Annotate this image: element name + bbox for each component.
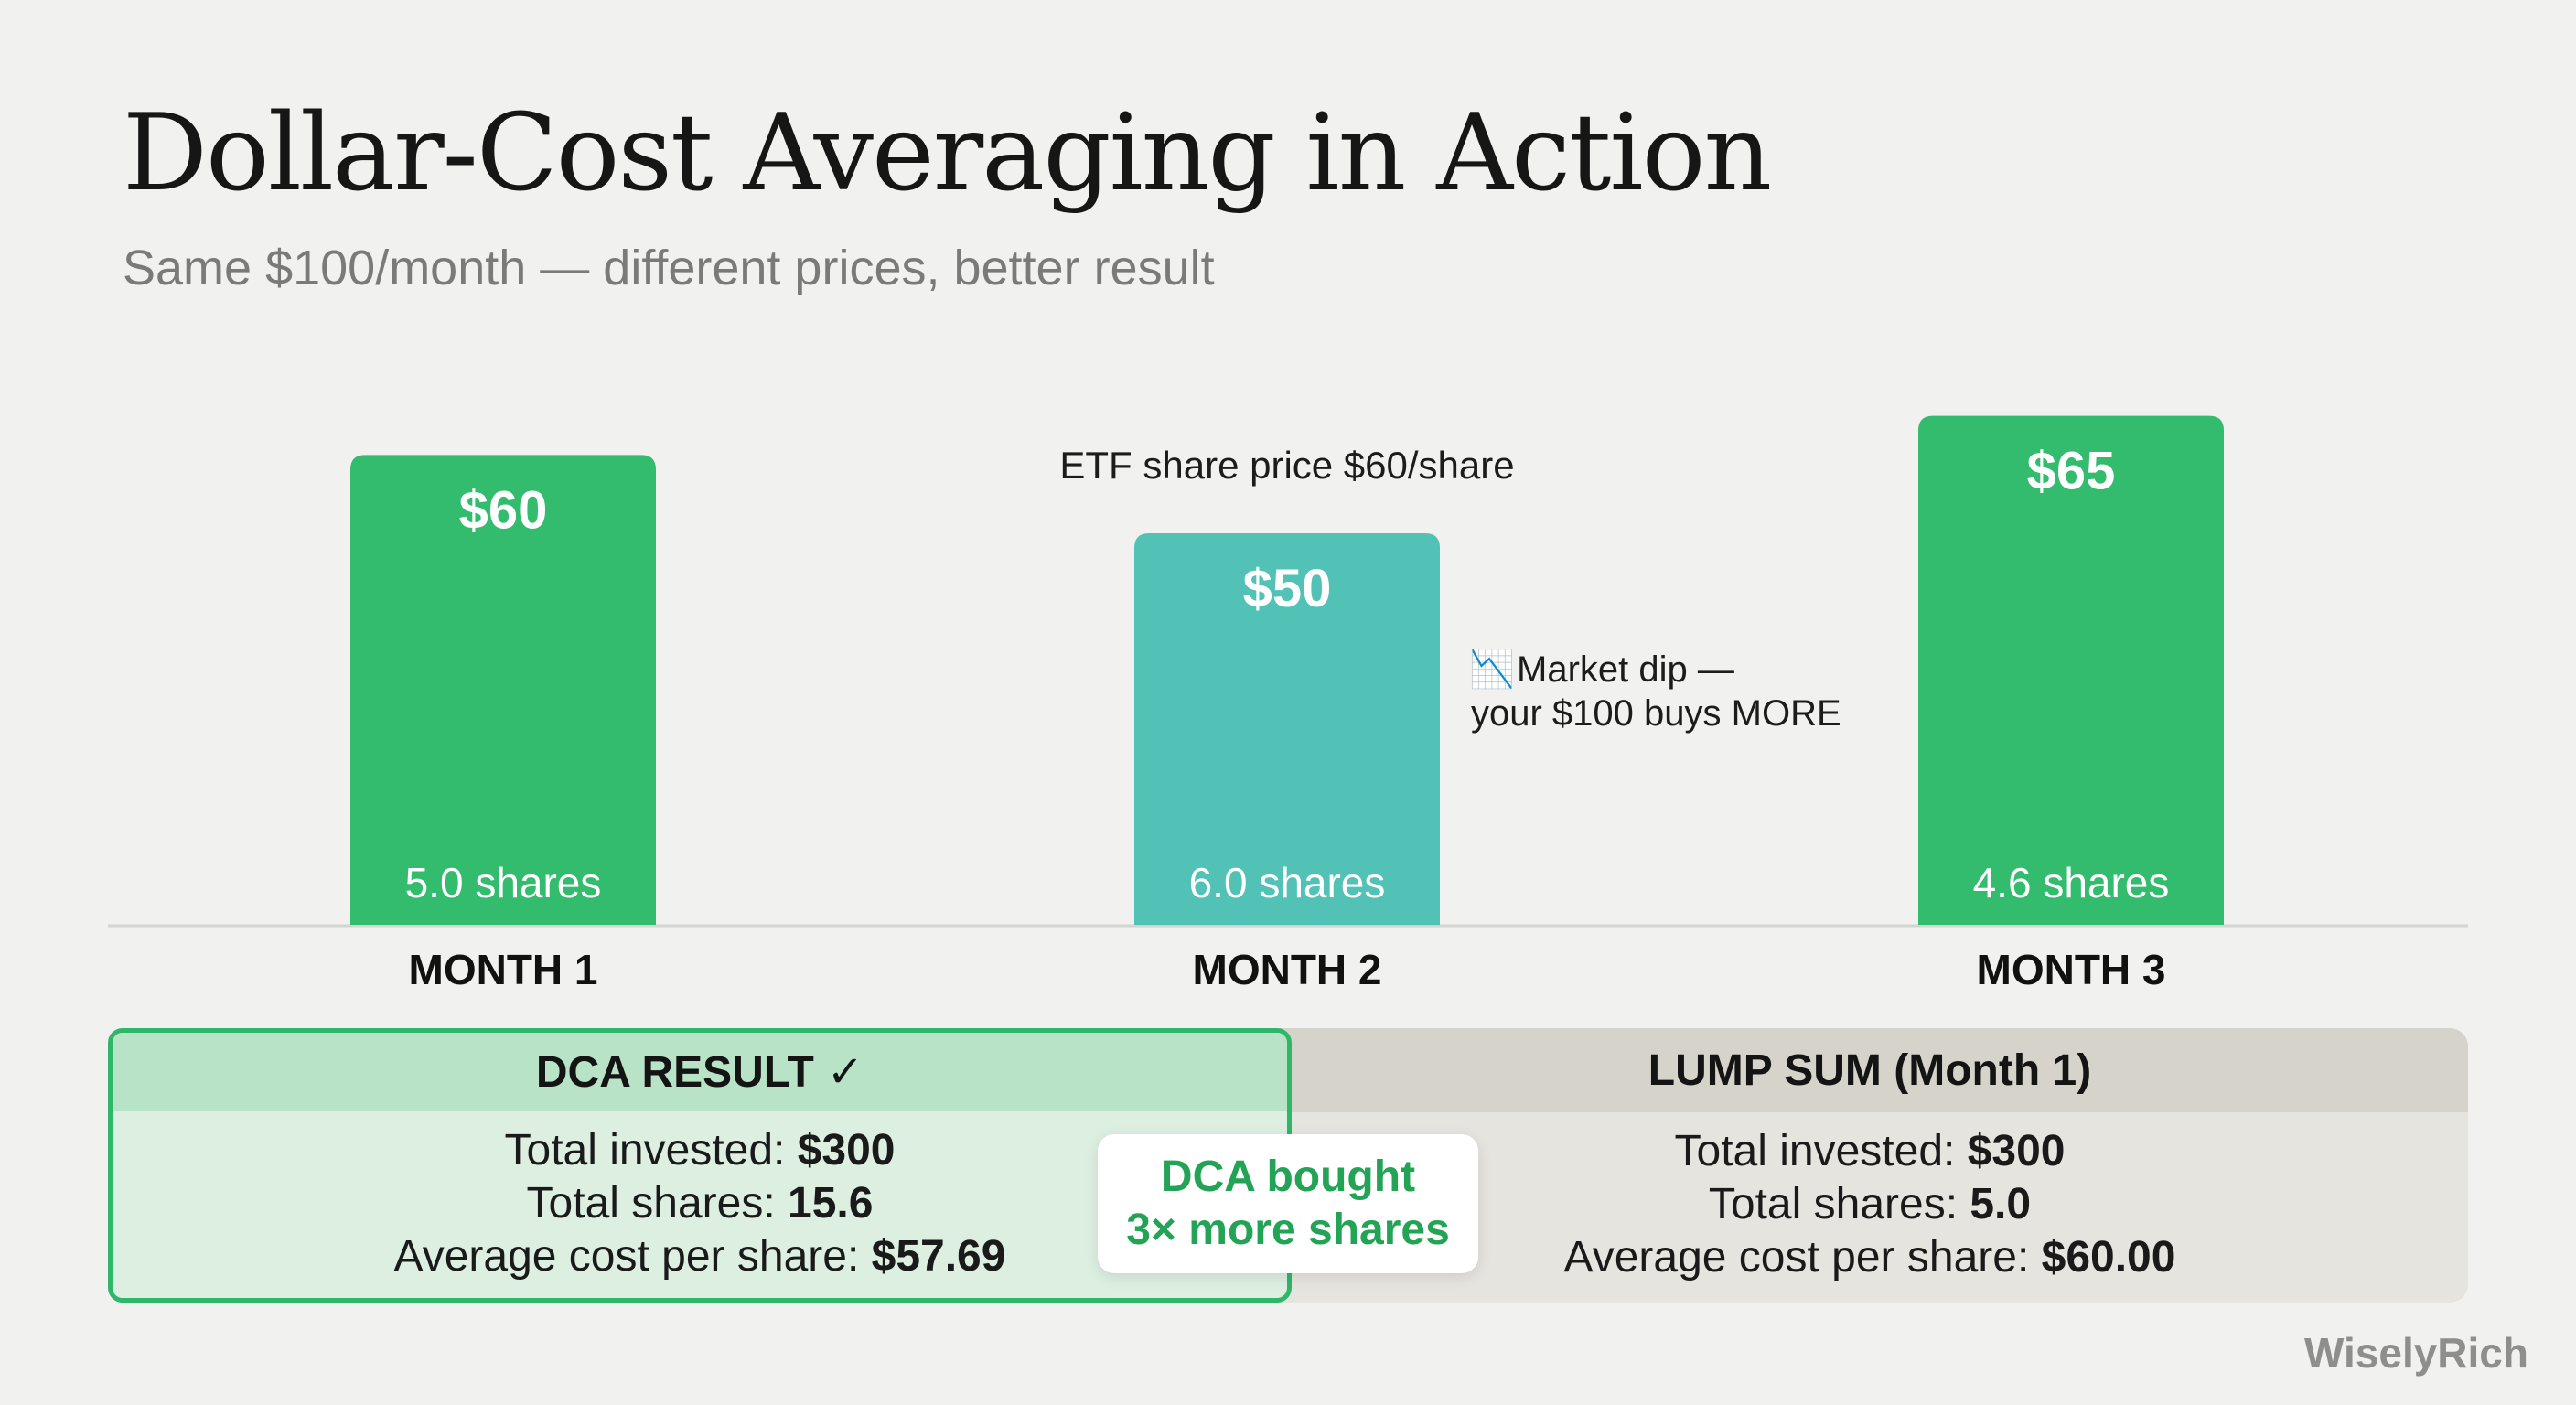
bar-value-label: $65 [2027,442,2116,501]
dca-result-panel: DCA RESULT ✓ Total invested: $300 Total … [108,1028,1292,1303]
lump-sum-panel: LUMP SUM (Month 1) Total invested: $300 … [1272,1028,2468,1303]
chart-down-icon: 📉 [1469,648,1515,690]
bar-shares-label: 5.0 shares [405,859,602,906]
lump-total-shares: Total shares: 5.0 [1708,1180,2032,1228]
lump-sum-header: LUMP SUM (Month 1) [1272,1028,2468,1112]
callout-line-2: 3× more shares [1126,1206,1450,1254]
dip-annotation-line-2: your $100 buys MORE [1471,693,1841,734]
dca-result-body: Total invested: $300 Total shares: 15.6 … [113,1111,1287,1283]
dca-average-cost: Average cost per share: $57.69 [393,1232,1006,1281]
lump-average-cost: Average cost per share: $60.00 [1563,1233,2176,1282]
lump-sum-body: Total invested: $300 Total shares: 5.0 A… [1272,1112,2468,1284]
checkmark-icon: ✓ [826,1048,864,1097]
bar-value-label: $60 [459,480,548,540]
comparison-callout: DCA bought 3× more shares [1098,1134,1478,1273]
category-label: MONTH 3 [1977,946,2166,993]
price-annotation: ETF share price $60/share [1059,444,1514,487]
dip-annotation-line-1: Market dip — [1517,649,1734,690]
bar-value-label: $50 [1243,559,1332,618]
bar-month-2 [1134,533,1440,925]
bar-shares-label: 6.0 shares [1189,859,1386,906]
dca-result-heading: DCA RESULT [535,1047,814,1097]
brand-logo: WiselyRich [2303,1329,2528,1377]
page-subtitle: Same $100/month — different prices, bett… [123,241,1215,295]
bar-month-1 [350,455,656,925]
dca-total-invested: Total invested: $300 [504,1126,896,1174]
dca-result-header: DCA RESULT ✓ [113,1033,1287,1111]
category-label: MONTH 1 [409,946,598,993]
bar-shares-label: 4.6 shares [1973,859,2170,906]
dca-total-shares: Total shares: 15.6 [526,1179,874,1228]
callout-line-1: DCA bought [1160,1153,1416,1201]
bar-chart: $60 5.0 shares MONTH 1 $50 6.0 shares MONTH 2… [108,415,2468,993]
category-label: MONTH 2 [1193,946,1382,993]
page-title: Dollar-Cost Averaging in Action [123,91,1772,215]
lump-sum-heading: LUMP SUM (Month 1) [1648,1046,2092,1095]
lump-total-invested: Total invested: $300 [1674,1127,2066,1175]
bar-month-3 [1918,415,2224,926]
